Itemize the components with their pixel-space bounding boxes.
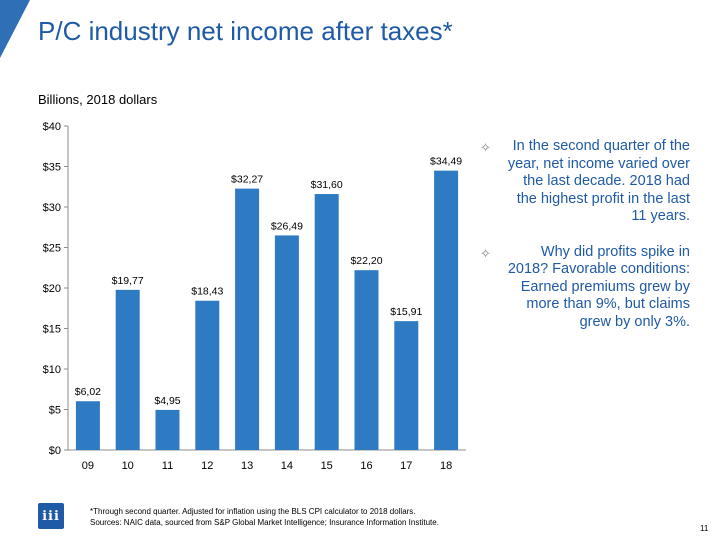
y-tick-label: $0 <box>49 445 61 457</box>
bullet-text: In the second quarter of the year, net i… <box>507 138 690 224</box>
data-label: $34,49 <box>430 156 462 168</box>
bar-09 <box>75 401 100 450</box>
chart-subtitle: Billions, 2018 dollars <box>38 92 158 107</box>
bullet-icon: ✧ <box>480 245 491 261</box>
data-label: $26,49 <box>271 220 303 232</box>
y-tick-label: $30 <box>43 202 61 214</box>
corner-accent <box>0 0 30 58</box>
slide-title: P/C industry net income after taxes* <box>38 16 453 46</box>
data-label: $19,77 <box>112 275 144 287</box>
data-label: $6,02 <box>75 386 101 398</box>
footnote: *Through second quarter. Adjusted for in… <box>90 506 439 528</box>
logo-text: iii <box>42 508 60 524</box>
footnote-line: *Through second quarter. Adjusted for in… <box>90 507 416 516</box>
iii-logo: iii <box>38 503 64 529</box>
data-label: $32,27 <box>231 174 263 186</box>
bar-18 <box>434 170 459 451</box>
y-tick-label: $10 <box>43 364 61 376</box>
bullet-text: Why did profits spike in 2018? Favorable… <box>507 243 690 330</box>
data-label: $15,91 <box>390 306 422 318</box>
data-label: $31,60 <box>311 179 343 191</box>
bar-11 <box>155 409 180 450</box>
x-tick-label: 10 <box>122 460 134 472</box>
y-tick-label: $15 <box>43 324 61 336</box>
y-tick-label: $40 <box>43 121 61 133</box>
x-tick-label: 11 <box>162 460 173 472</box>
data-label: $22,20 <box>350 255 382 267</box>
bullet-item: ✧ In the second quarter of the year, net… <box>480 138 690 226</box>
y-tick-label: $35 <box>43 162 61 174</box>
bar-16 <box>354 270 379 450</box>
x-tick-label: 15 <box>321 460 333 472</box>
page-number: 11 <box>700 524 709 533</box>
bar-14 <box>274 235 299 450</box>
data-label: $4,95 <box>154 395 180 407</box>
y-tick-label: $25 <box>43 243 61 255</box>
x-tick-label: 12 <box>201 460 213 472</box>
x-tick-label: 16 <box>360 460 372 472</box>
y-tick-label: $5 <box>49 405 61 417</box>
bar-15 <box>314 194 339 450</box>
x-tick-label: 18 <box>440 460 452 472</box>
x-tick-label: 13 <box>241 460 253 472</box>
x-tick-label: 17 <box>400 460 412 472</box>
bar-17 <box>394 321 419 450</box>
sources-line: Sources: NAIC data, sourced from S&P Glo… <box>90 518 439 527</box>
bullet-icon: ✧ <box>480 140 491 155</box>
y-tick-label: $20 <box>43 283 61 295</box>
x-tick-label: 09 <box>82 460 94 472</box>
bar-10 <box>115 289 140 450</box>
bullet-list: ✧ In the second quarter of the year, net… <box>480 138 690 349</box>
bar-12 <box>195 300 220 450</box>
x-tick-label: 14 <box>281 460 293 472</box>
bullet-item: ✧ Why did profits spike in 2018? Favorab… <box>480 244 690 332</box>
data-label: $18,43 <box>191 286 223 298</box>
bar-13 <box>235 188 260 450</box>
